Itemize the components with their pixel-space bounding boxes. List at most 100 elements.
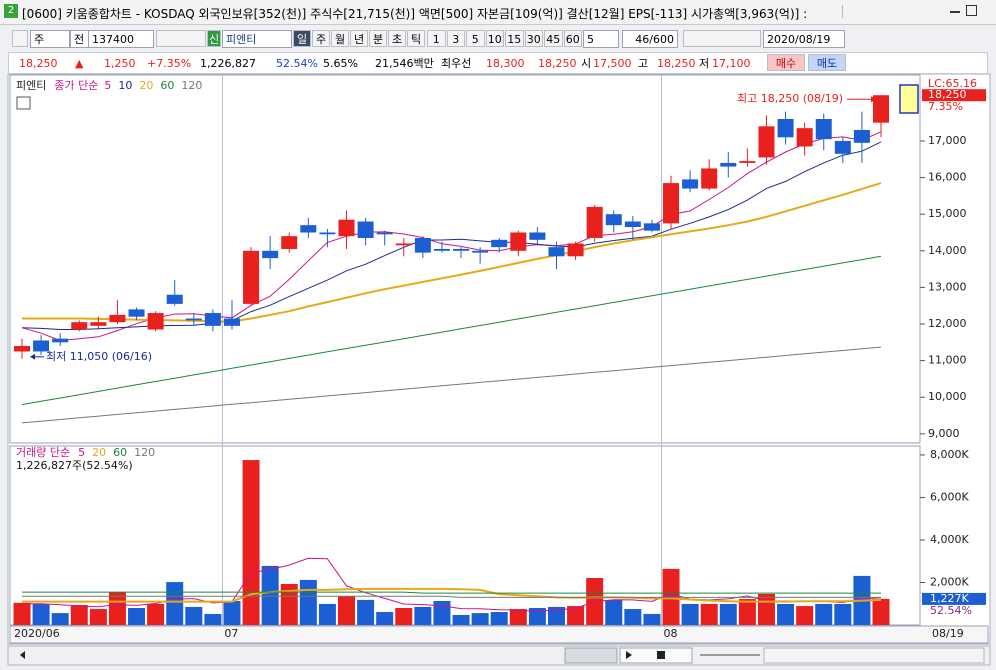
- volume-bar: [280, 583, 298, 625]
- candle-body: [853, 129, 870, 143]
- y-tick-label: 15,000: [928, 207, 967, 220]
- playback-buttons[interactable]: [619, 647, 693, 664]
- y-tick-label: 2,000K: [930, 575, 969, 588]
- x-tick-label: 2020/06: [14, 627, 60, 640]
- view-buttons[interactable]: [763, 647, 985, 664]
- low-label: 저: [699, 57, 710, 70]
- volume-bar: [700, 603, 718, 625]
- volume-bar: [376, 612, 394, 625]
- change-arrow: ▲: [75, 57, 84, 70]
- code-input[interactable]: 137400: [88, 30, 154, 48]
- latest-volume-label: 1,227K: [930, 592, 969, 605]
- minute-button[interactable]: 3: [446, 30, 465, 47]
- volume-summary: 1,226,827주(52.54%): [16, 459, 133, 472]
- low-arrow-head: [30, 353, 35, 360]
- y-tick-label: 11,000: [928, 354, 967, 367]
- interval-button[interactable]: 일: [293, 30, 311, 47]
- menu-icon[interactable]: [12, 30, 28, 47]
- candle-body: [663, 183, 680, 224]
- date-input[interactable]: 2020/08/19: [763, 30, 845, 48]
- interval-button[interactable]: 분: [369, 30, 387, 47]
- stop[interactable]: [657, 651, 665, 659]
- interval-button[interactable]: 주: [312, 30, 330, 47]
- minute-button[interactable]: 5: [466, 30, 485, 47]
- candle-body: [71, 322, 88, 330]
- quote-bar: 18,250 ▲ 1,250 +7.35% 1,226,827 52.54% 5…: [8, 52, 988, 74]
- interval-button[interactable]: 년: [350, 30, 368, 47]
- moving-average: [22, 587, 882, 603]
- candle-body: [777, 119, 794, 138]
- search-tools[interactable]: [156, 30, 206, 47]
- best-label: 최우선: [441, 57, 472, 70]
- candle-body: [90, 322, 107, 326]
- candle-body: [300, 225, 317, 233]
- moving-average: [21, 131, 882, 342]
- high-label: 고: [638, 57, 649, 70]
- scroll-left[interactable]: [20, 651, 25, 659]
- x-axis-band: [9, 625, 989, 644]
- scrollbar[interactable]: [7, 645, 991, 666]
- candle-body: [758, 126, 775, 158]
- change-rate: +7.35%: [147, 57, 192, 70]
- volume-bar: [147, 603, 165, 625]
- buy-button[interactable]: 매수: [767, 54, 805, 71]
- minute-button[interactable]: 45: [544, 30, 563, 47]
- volume-bar: [51, 613, 69, 625]
- volume-bar: [471, 613, 489, 625]
- sell-button[interactable]: 매도: [808, 54, 846, 71]
- candle-body: [376, 232, 393, 235]
- minute-button[interactable]: 1: [427, 30, 446, 47]
- period-select[interactable]: 주: [30, 30, 70, 48]
- volume-bar: [166, 582, 184, 625]
- scroll-thumb[interactable]: [564, 647, 618, 664]
- open-label: 시: [581, 57, 592, 70]
- candle-body: [166, 294, 183, 304]
- legend-entry: 5: [78, 446, 85, 459]
- marker-box: [899, 84, 919, 114]
- volume-bar: [528, 607, 546, 625]
- minute-button[interactable]: 60: [563, 30, 582, 47]
- interval-button[interactable]: 초: [388, 30, 406, 47]
- candle-body: [548, 247, 565, 257]
- ma-label: 종가 단순: [54, 79, 98, 92]
- candle-body: [33, 340, 50, 352]
- candle-body: [14, 345, 30, 352]
- minute-button[interactable]: 15: [505, 30, 524, 47]
- chart-tools[interactable]: [683, 30, 761, 47]
- play[interactable]: [626, 651, 632, 659]
- best-bid: 18,250: [538, 57, 577, 70]
- title-bar: 2 [0600] 키움종합차트 - KOSDAQ 외국인보유[352(천)] 주…: [0, 0, 996, 25]
- minimize[interactable]: [950, 11, 960, 13]
- grid-icon[interactable]: [16, 96, 31, 110]
- interval-button[interactable]: 월: [331, 30, 349, 47]
- minute-button[interactable]: 10: [485, 30, 504, 47]
- candle-body: [109, 314, 126, 323]
- volume-title: 거래량 단순: [16, 446, 70, 459]
- amount: 21,546백만: [375, 57, 434, 70]
- candle-body: [605, 214, 622, 226]
- candle-body: [491, 239, 508, 248]
- volume-bar: [452, 615, 470, 625]
- candle-body: [52, 338, 69, 343]
- count-unit[interactable]: 5: [583, 30, 619, 48]
- candle-body: [682, 179, 699, 189]
- window-tools[interactable]: [842, 5, 943, 18]
- candle-body: [395, 243, 412, 246]
- minute-button[interactable]: 30: [524, 30, 543, 47]
- interval-button[interactable]: 틱: [407, 30, 425, 47]
- candle-body: [338, 219, 355, 237]
- turnover: 5.65%: [323, 57, 358, 70]
- high-annotation: 최고 18,250 (08/19): [737, 92, 843, 105]
- y-tick-label: 14,000: [928, 244, 967, 257]
- volume-bar: [509, 609, 527, 625]
- candle-body: [720, 162, 737, 167]
- candle-body: [433, 248, 450, 251]
- maximize[interactable]: [966, 5, 977, 16]
- cursor-date: 08/19: [932, 627, 964, 640]
- legend-entry: 60: [113, 446, 127, 459]
- market-select[interactable]: 전: [70, 30, 90, 48]
- stock-name: 피엔티: [222, 30, 292, 48]
- moving-average: [22, 591, 881, 594]
- volume-bar: [395, 607, 413, 625]
- moving-average: [22, 595, 881, 598]
